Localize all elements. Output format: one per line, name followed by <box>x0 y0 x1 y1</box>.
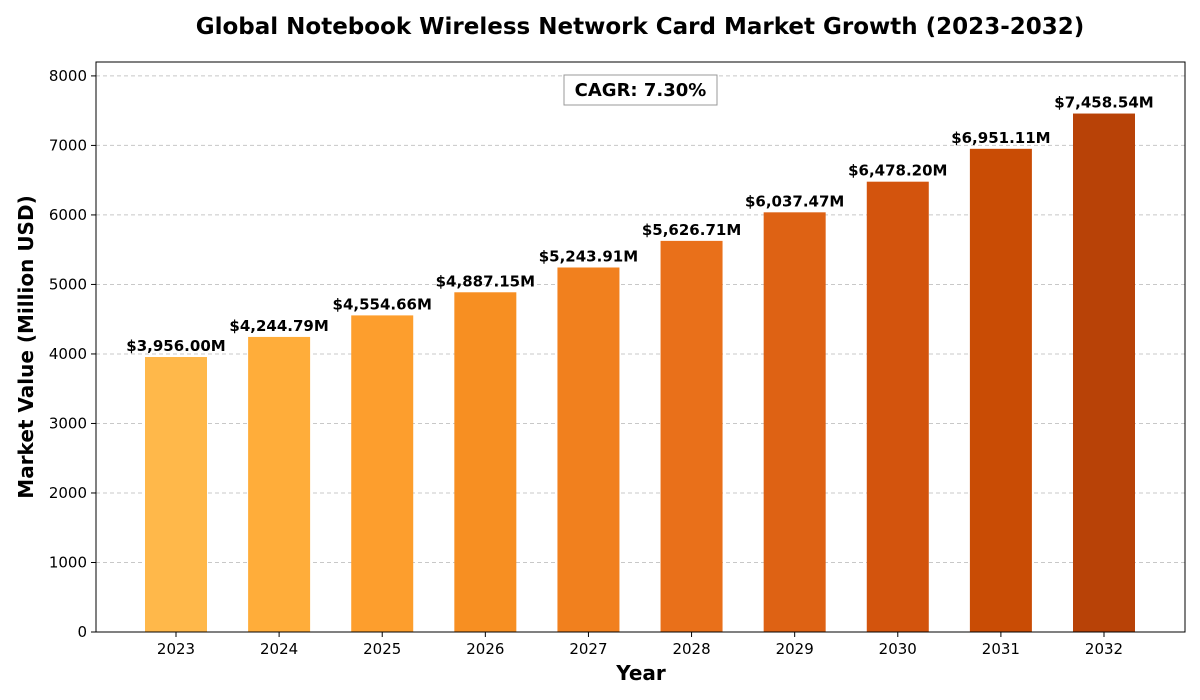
x-tick-label-2024: 2024 <box>260 640 298 658</box>
data-label-2025: $4,554.66M <box>333 295 432 313</box>
bar-2029 <box>763 212 826 632</box>
data-label-2023: $3,956.00M <box>126 337 225 355</box>
data-label-2024: $4,244.79M <box>229 317 328 335</box>
data-label-2026: $4,887.15M <box>436 272 535 290</box>
data-label-2028: $5,626.71M <box>642 221 741 239</box>
y-tick-label: 2000 <box>49 484 87 502</box>
x-axis: 2023 2024 2025 2026 2027 2028 2029 2030 2031 2032 <box>157 632 1123 658</box>
y-tick-label: 6000 <box>49 206 87 224</box>
bar-2031 <box>969 148 1032 632</box>
y-axis-title: Market Value (Million USD) <box>14 195 38 498</box>
y-axis: 0 1000 2000 3000 4000 5000 6000 7000 8000 <box>49 67 96 641</box>
data-label-2031: $6,951.11M <box>951 129 1050 147</box>
y-tick-label: 1000 <box>49 553 87 571</box>
x-tick-label-2027: 2027 <box>569 640 607 658</box>
y-tick-label: 3000 <box>49 414 87 432</box>
x-tick-label-2028: 2028 <box>672 640 710 658</box>
chart-title: Global Notebook Wireless Network Card Ma… <box>196 14 1085 40</box>
x-tick-label-2030: 2030 <box>879 640 917 658</box>
bar-2025 <box>351 315 414 632</box>
cagr-annotation: CAGR: 7.30% <box>563 74 718 106</box>
x-tick-label-2026: 2026 <box>466 640 504 658</box>
data-labels-layer: $3,956.00M$4,244.79M $4,554.66M$4,887.15M… <box>126 94 1153 355</box>
bar-2023 <box>145 357 207 632</box>
cagr-annotation-box <box>563 74 718 106</box>
bar-2030 <box>866 181 929 632</box>
y-tick-label: 7000 <box>49 136 87 154</box>
x-tick-label-2032: 2032 <box>1085 640 1123 658</box>
y-tick-label: 0 <box>77 623 87 641</box>
plot-frame <box>95 61 1186 633</box>
bars-layer <box>145 113 1135 632</box>
bar-2026 <box>454 292 517 632</box>
x-tick-label-2023: 2023 <box>157 640 195 658</box>
data-label-2029: $6,037.47M <box>745 192 844 210</box>
x-tick-label-2029: 2029 <box>776 640 814 658</box>
data-label-2030: $6,478.20M <box>848 162 947 180</box>
y-tick-label: 4000 <box>49 345 87 363</box>
y-tick-label: 8000 <box>49 67 87 85</box>
x-tick-label-2025: 2025 <box>363 640 401 658</box>
bar-2027 <box>557 267 620 632</box>
cagr-annotation-text: CAGR: 7.30% <box>575 80 707 101</box>
bar-2032 <box>1073 113 1135 632</box>
y-tick-label: 5000 <box>49 275 87 293</box>
x-tick-label-2031: 2031 <box>982 640 1020 658</box>
bar-2028 <box>660 240 723 632</box>
data-label-2027: $5,243.91M <box>539 247 638 265</box>
data-label-2032: $7,458.54M <box>1054 94 1153 112</box>
bar-2024 <box>248 336 311 632</box>
x-axis-title: Year <box>615 661 666 685</box>
